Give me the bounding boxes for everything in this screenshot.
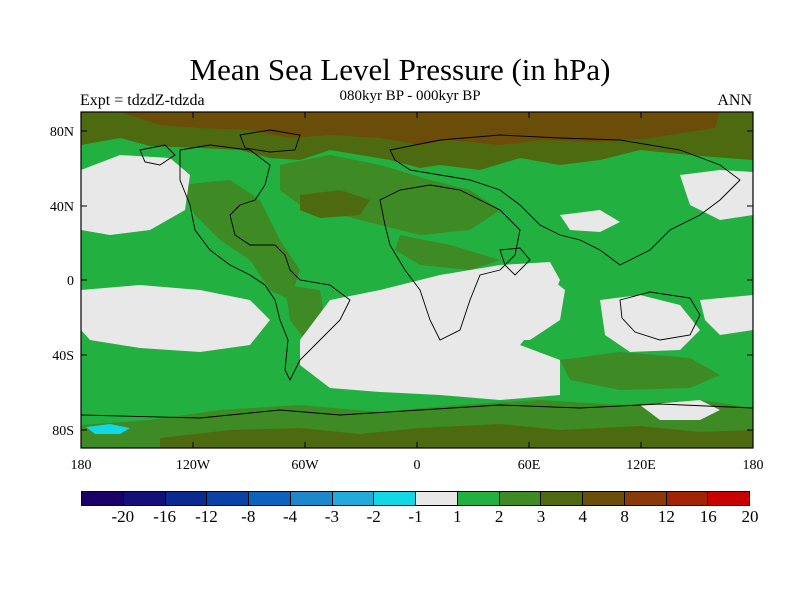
colorbar-swatch	[541, 492, 583, 505]
colorbar-swatch	[708, 492, 749, 505]
lat-tick-label: 80N	[50, 125, 74, 140]
lon-tick-label: 180	[71, 458, 92, 473]
lon-axis: 180 120W 60W 0 60E 120E 180	[71, 112, 764, 473]
north-atlantic-neutral	[560, 210, 620, 232]
pressure-field	[81, 112, 753, 448]
lat-tick-label: 80S	[52, 424, 74, 439]
lat-tick-label: 40N	[50, 200, 74, 215]
colorbar-label: -20	[111, 507, 135, 526]
experiment-label: Expt = tdzdZ-tdzda	[80, 92, 205, 109]
colorbar-label: 4	[578, 507, 588, 526]
colorbar-label: -3	[324, 507, 339, 526]
colorbar-swatch	[207, 492, 249, 505]
colorbar-label: 2	[494, 507, 504, 526]
colorbar-swatch	[249, 492, 291, 505]
colorbar-swatch	[290, 492, 333, 505]
colorbar-label: 3	[536, 507, 546, 526]
colorbar-swatch	[583, 492, 625, 505]
colorbar-swatch	[165, 492, 208, 505]
south-pacific-neutral	[81, 285, 270, 352]
map-title: Mean Sea Level Pressure (in hPa)	[189, 52, 611, 87]
lon-tick-label: 60W	[291, 458, 319, 473]
colorbar-label: 16	[699, 507, 717, 526]
colorbar-swatch	[499, 492, 542, 505]
colorbar-swatch	[666, 492, 709, 505]
lat-tick-label: 0	[67, 274, 74, 289]
lat-tick-label: 40S	[52, 349, 74, 364]
colorbar-label: -8	[241, 507, 256, 526]
colorbar	[81, 491, 750, 506]
colorbar-label: -4	[282, 507, 298, 526]
colorbar-swatch	[332, 492, 375, 505]
southeast-pacific-neutral	[700, 295, 753, 335]
lon-tick-label: 120W	[176, 458, 211, 473]
africa-band	[395, 235, 500, 270]
season-label: ANN	[717, 92, 752, 109]
colorbar-swatch	[416, 492, 458, 505]
colorbar-label: -1	[408, 507, 423, 526]
lon-tick-label: 180	[743, 458, 764, 473]
colorbar-swatch	[123, 492, 166, 505]
colorbar-label: 12	[657, 507, 675, 526]
colorbar-label: 8	[620, 507, 629, 526]
colorbar-swatch	[82, 492, 124, 505]
low-pressure-patch	[86, 424, 130, 434]
far-southeast-neutral	[640, 400, 720, 420]
lon-tick-label: 0	[414, 458, 421, 473]
colorbar-label: -12	[195, 507, 218, 526]
colorbar-label: 1	[453, 507, 462, 526]
colorbar-label: -2	[366, 507, 381, 526]
north-pacific-neutral	[81, 155, 190, 235]
lon-tick-label: 60E	[518, 458, 541, 473]
period-label: 080kyr BP - 000kyr BP	[339, 88, 481, 104]
colorbar-swatch	[374, 492, 416, 505]
southern-band	[560, 352, 720, 390]
antarctic-core	[160, 424, 753, 448]
arctic-core	[120, 112, 720, 145]
coastlines	[81, 129, 753, 419]
lat-axis: 80N 40N 0 40S 80S	[50, 125, 753, 439]
colorbar-swatch	[457, 492, 500, 505]
north-pacific-east-neutral	[680, 170, 753, 220]
atlantic-high	[300, 190, 370, 218]
americas-band	[180, 180, 300, 300]
colorbar-swatch	[624, 492, 667, 505]
colorbar-label: -16	[153, 507, 176, 526]
colorbar-label: 20	[741, 507, 759, 526]
lon-tick-label: 120E	[626, 458, 656, 473]
indian-neutral	[450, 270, 565, 340]
